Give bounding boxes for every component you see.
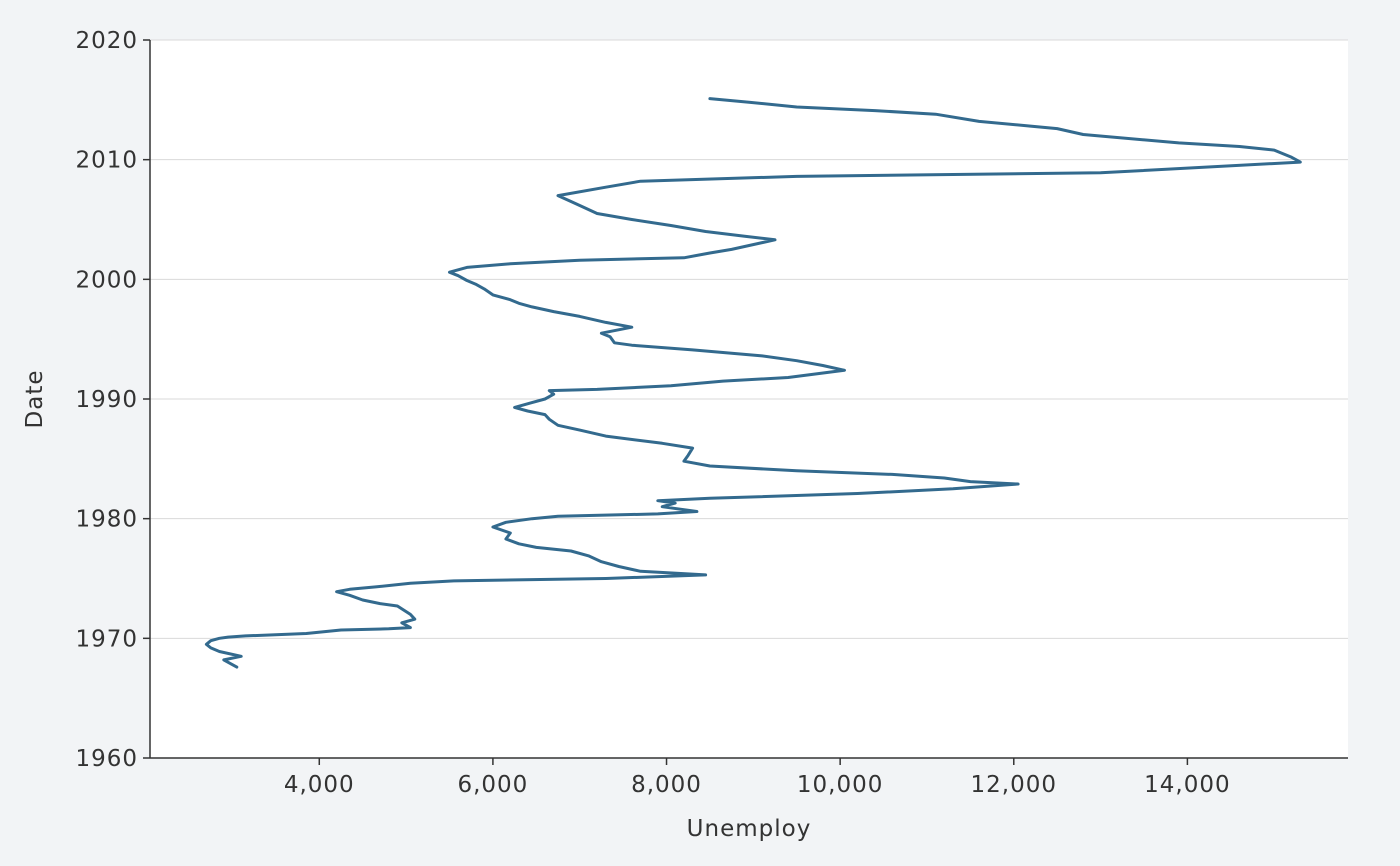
x-tick-label: 4,000 <box>284 772 355 798</box>
series-line-unemploy <box>204 97 1302 669</box>
gridlines <box>150 39 1348 639</box>
y-tick-label: 2020 <box>75 28 138 54</box>
y-axis-title: Date <box>22 370 48 429</box>
x-tick-label: 14,000 <box>1144 772 1230 798</box>
y-tick-label: 1990 <box>75 387 138 413</box>
x-tick-label: 8,000 <box>631 772 702 798</box>
x-tick-label: 12,000 <box>971 772 1057 798</box>
x-tick-label: 10,000 <box>797 772 883 798</box>
x-axis-title: Unemploy <box>687 816 812 842</box>
x-ticks: 4,000 6,000 8,000 10,000 12,000 14,000 <box>284 758 1230 798</box>
y-ticks: 1960 1970 1980 1990 2000 2010 2020 <box>75 28 150 772</box>
y-tick-label: 2000 <box>75 267 138 293</box>
y-tick-label: 1980 <box>75 507 138 533</box>
y-tick-label: 1970 <box>75 626 138 652</box>
y-tick-label: 2010 <box>75 148 138 174</box>
x-tick-label: 6,000 <box>457 772 528 798</box>
y-tick-label: 1960 <box>75 746 138 772</box>
